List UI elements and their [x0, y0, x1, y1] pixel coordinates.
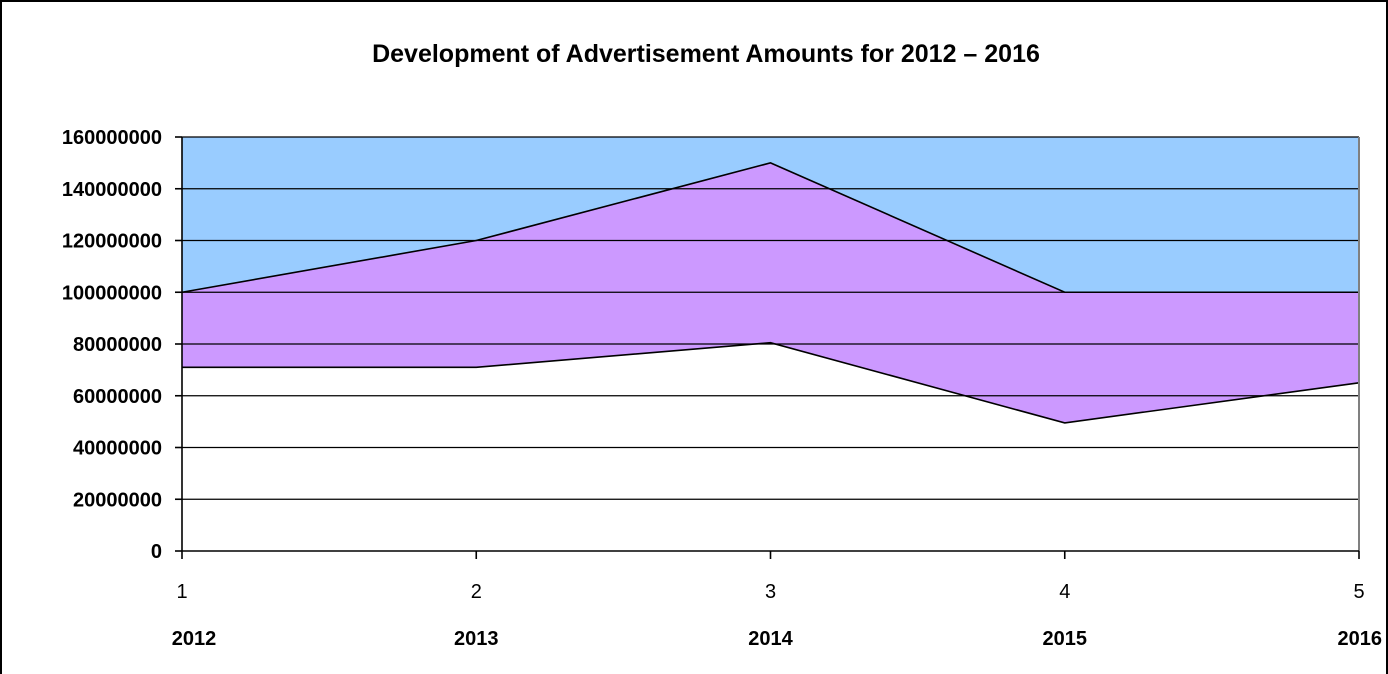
x-tick-label: 3 — [765, 581, 776, 603]
series-boundary-line — [182, 341, 1360, 424]
y-tick-label: 140000000 — [62, 179, 162, 201]
series-outlines — [181, 162, 1360, 424]
area-series-3 — [182, 137, 1359, 293]
y-tick-label: 80000000 — [73, 334, 162, 356]
x-tick-labels: 1 2 3 4 5 — [176, 581, 1364, 603]
category-label: 2014 — [748, 628, 793, 650]
y-tick-label: 0 — [151, 541, 162, 563]
y-tick-label: 100000000 — [62, 282, 162, 304]
x-tick-label: 2 — [471, 581, 482, 603]
category-label: 2016 — [1338, 628, 1383, 650]
series-boundary-line — [181, 162, 1359, 294]
area-series-2 — [182, 162, 1359, 423]
axes — [175, 136, 1360, 559]
category-label: 2012 — [172, 628, 217, 650]
x-tick-label: 1 — [176, 581, 187, 603]
x-tick-label: 4 — [1059, 581, 1070, 603]
y-tick-label: 20000000 — [73, 489, 162, 511]
y-tick-label: 40000000 — [73, 438, 162, 460]
y-tick-label: 160000000 — [62, 127, 162, 149]
x-tick-label: 5 — [1353, 581, 1364, 603]
y-tick-labels: 0 20000000 40000000 60000000 80000000 1000000… — [62, 127, 162, 563]
gridlines — [182, 136, 1359, 500]
y-tick-label: 60000000 — [73, 386, 162, 408]
y-tick-label: 120000000 — [62, 231, 162, 253]
category-labels: 2012 2013 2014 2015 2016 — [172, 628, 1382, 650]
chart-title: Development of Advertisement Amounts for… — [372, 40, 1040, 68]
category-label: 2013 — [454, 628, 499, 650]
category-label: 2015 — [1043, 628, 1088, 650]
